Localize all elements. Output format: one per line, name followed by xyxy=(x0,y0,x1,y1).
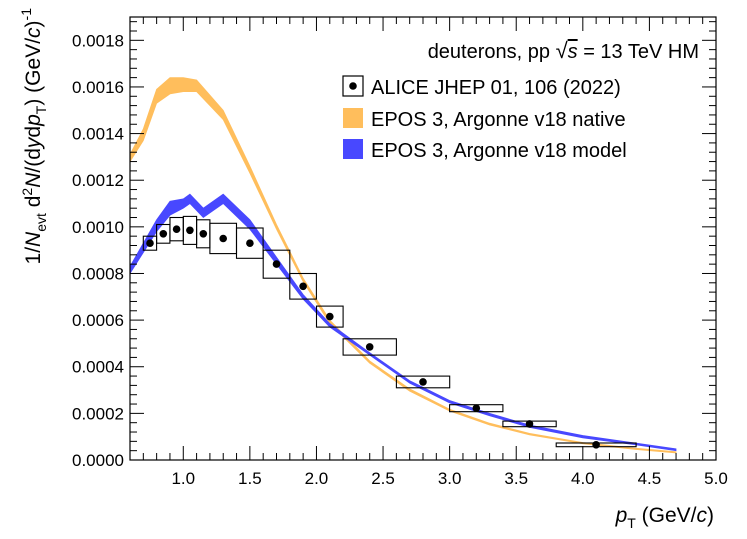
x-tick-label: 1.5 xyxy=(238,469,262,488)
x-axis-title: pT (GeV/c) xyxy=(615,504,714,531)
data-sys-box xyxy=(395,375,451,389)
data-point xyxy=(199,230,208,238)
x-tick-label: 1.0 xyxy=(171,469,195,488)
series-band-model xyxy=(129,193,677,452)
data-point xyxy=(186,226,194,235)
data-point xyxy=(525,420,534,428)
data-point xyxy=(419,378,427,386)
data-point xyxy=(159,230,168,238)
data-point xyxy=(299,282,307,291)
y-tick-label: 0.0000 xyxy=(72,451,124,470)
y-tick-label: 0.0002 xyxy=(72,404,124,423)
legend-marker-data-point xyxy=(349,82,357,90)
data-point xyxy=(219,234,227,243)
data-sys-box xyxy=(262,249,291,279)
legend-swatch-native xyxy=(343,108,363,128)
data-point xyxy=(246,239,254,247)
y-tick-label: 0.0010 xyxy=(72,218,124,237)
legend-label-data: ALICE JHEP 01, 106 (2022) xyxy=(371,77,621,99)
legend-swatch-model xyxy=(343,139,363,159)
data-point xyxy=(272,260,281,268)
y-axis-title: 1/Nevt d2N/(dydpT) (GeV/c)-1 xyxy=(18,8,49,265)
y-tick-label: 0.0016 xyxy=(72,78,124,97)
x-tick-label: 2.5 xyxy=(371,469,395,488)
data-point xyxy=(592,441,600,449)
x-axis: 1.0 1.5 2.0 2.5 3.0 3.5 4.0 4.5 5.0 xyxy=(129,17,728,488)
legend-label-native: EPOS 3, Argonne v18 native xyxy=(371,109,626,131)
x-tick-label: 4.5 xyxy=(638,469,662,488)
data-point xyxy=(326,312,334,321)
y-tick-label: 0.0004 xyxy=(72,358,124,377)
y-tick-label: 0.0006 xyxy=(72,311,124,330)
legend-label-model: EPOS 3, Argonne v18 model xyxy=(371,140,627,162)
data-point xyxy=(146,239,154,247)
series-band-native xyxy=(129,77,677,454)
data-point xyxy=(472,404,481,413)
data-sys-box xyxy=(342,338,397,356)
x-tick-label: 5.0 xyxy=(704,469,728,488)
data-point xyxy=(365,343,374,351)
y-tick-label: 0.0008 xyxy=(72,264,124,283)
legend-marker-data-box xyxy=(342,75,364,97)
x-tick-label: 3.5 xyxy=(504,469,528,488)
plot-area xyxy=(129,77,677,454)
chart-title: deuterons, pp √s = 13 TeV HM xyxy=(428,38,699,63)
legend: ALICE JHEP 01, 106 (2022) EPOS 3, Argonn… xyxy=(342,75,627,162)
data-point xyxy=(172,225,181,233)
data-sys-box xyxy=(235,227,264,259)
y-tick-label: 0.0018 xyxy=(72,31,124,50)
y-tick-label: 0.0012 xyxy=(72,171,124,190)
y-axis: 0.0000 0.0002 0.0004 0.0006 0.0008 0.0010 0.00… xyxy=(72,21,716,470)
y-tick-label: 0.0014 xyxy=(72,125,124,144)
data-sys-box xyxy=(289,272,317,300)
data-sys-box xyxy=(315,305,344,328)
x-tick-label: 2.0 xyxy=(305,469,329,488)
x-tick-label: 3.0 xyxy=(438,469,462,488)
x-tick-label: 4.0 xyxy=(571,469,595,488)
